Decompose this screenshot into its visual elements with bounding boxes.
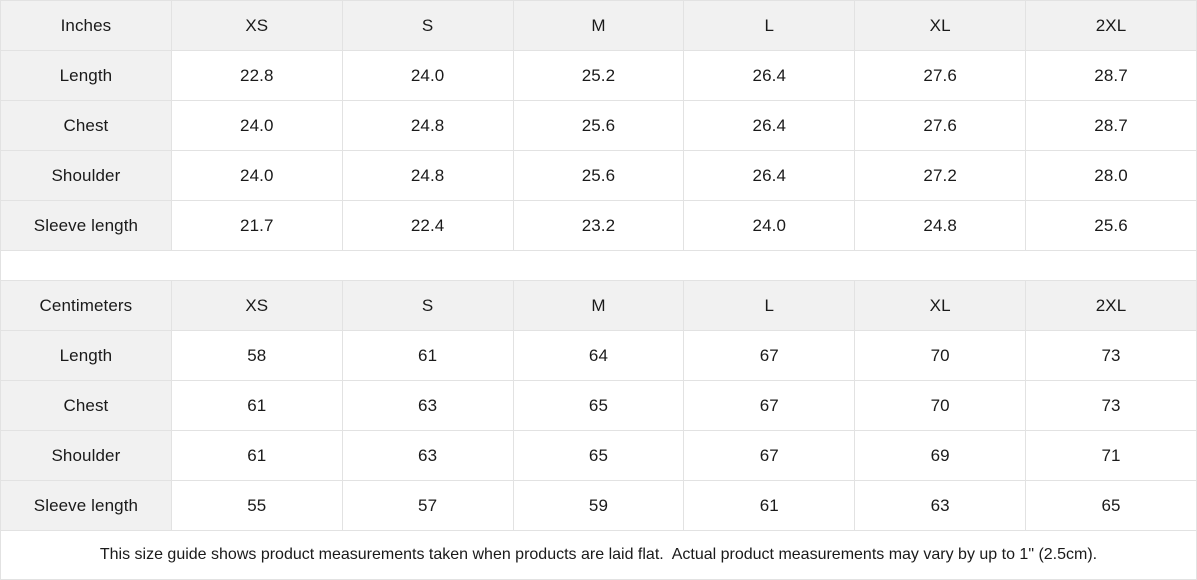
size-guide-note: This size guide shows product measuremen… <box>0 531 1197 580</box>
measurement-cell: 26.4 <box>683 150 856 201</box>
size-header-2xl: 2XL <box>1025 0 1197 51</box>
row-label: Chest <box>0 100 172 151</box>
measurement-cell: 63 <box>341 380 514 431</box>
measurement-cell: 64 <box>512 330 685 381</box>
row-label: Sleeve length <box>0 480 172 531</box>
measurement-cell: 63 <box>854 480 1027 531</box>
measurement-cell: 70 <box>854 380 1027 431</box>
row-label: Shoulder <box>0 150 172 201</box>
measurement-cell: 65 <box>512 380 685 431</box>
size-header-l: L <box>683 0 856 51</box>
measurement-cell: 22.4 <box>341 200 514 251</box>
measurement-cell: 57 <box>341 480 514 531</box>
table-spacer <box>0 251 1197 280</box>
measurement-cell: 63 <box>341 430 514 481</box>
measurement-cell: 61 <box>170 430 343 481</box>
measurement-cell: 27.6 <box>854 50 1027 101</box>
row-label: Sleeve length <box>0 200 172 251</box>
table-row-chest: Chest 24.0 24.8 25.6 26.4 27.6 28.7 <box>0 100 1197 151</box>
measurement-cell: 28.7 <box>1025 50 1197 101</box>
size-header-xl: XL <box>854 0 1027 51</box>
measurement-cell: 70 <box>854 330 1027 381</box>
measurement-cell: 24.8 <box>341 150 514 201</box>
inches-table: Inches XS S M L XL 2XL Length 22.8 24.0 … <box>0 0 1197 251</box>
measurement-cell: 23.2 <box>512 200 685 251</box>
table-row-length: Length 58 61 64 67 70 73 <box>0 330 1197 381</box>
measurement-cell: 24.8 <box>341 100 514 151</box>
measurement-cell: 73 <box>1025 330 1197 381</box>
table-row-length: Length 22.8 24.0 25.2 26.4 27.6 28.7 <box>0 50 1197 101</box>
measurement-cell: 69 <box>854 430 1027 481</box>
measurement-cell: 24.0 <box>170 100 343 151</box>
measurement-cell: 59 <box>512 480 685 531</box>
measurement-cell: 24.0 <box>683 200 856 251</box>
measurement-cell: 58 <box>170 330 343 381</box>
measurement-cell: 27.6 <box>854 100 1027 151</box>
table-row-sleeve-length: Sleeve length 21.7 22.4 23.2 24.0 24.8 2… <box>0 200 1197 251</box>
measurement-cell: 67 <box>683 430 856 481</box>
size-header-2xl: 2XL <box>1025 280 1197 331</box>
measurement-cell: 24.0 <box>170 150 343 201</box>
measurement-cell: 25.6 <box>512 100 685 151</box>
size-header-xs: XS <box>170 280 343 331</box>
measurement-cell: 28.7 <box>1025 100 1197 151</box>
measurement-cell: 25.6 <box>512 150 685 201</box>
header-row: Inches XS S M L XL 2XL <box>0 0 1197 51</box>
size-header-s: S <box>341 280 514 331</box>
size-header-l: L <box>683 280 856 331</box>
measurement-cell: 73 <box>1025 380 1197 431</box>
unit-header-inches: Inches <box>0 0 172 51</box>
table-row-shoulder: Shoulder 61 63 65 67 69 71 <box>0 430 1197 481</box>
measurement-cell: 65 <box>512 430 685 481</box>
measurement-cell: 26.4 <box>683 100 856 151</box>
measurement-cell: 71 <box>1025 430 1197 481</box>
row-label: Length <box>0 330 172 381</box>
table-row-chest: Chest 61 63 65 67 70 73 <box>0 380 1197 431</box>
measurement-cell: 61 <box>170 380 343 431</box>
size-header-xl: XL <box>854 280 1027 331</box>
row-label: Shoulder <box>0 430 172 481</box>
measurement-cell: 55 <box>170 480 343 531</box>
measurement-cell: 24.8 <box>854 200 1027 251</box>
measurement-cell: 25.6 <box>1025 200 1197 251</box>
table-row-shoulder: Shoulder 24.0 24.8 25.6 26.4 27.2 28.0 <box>0 150 1197 201</box>
measurement-cell: 25.2 <box>512 50 685 101</box>
measurement-cell: 65 <box>1025 480 1197 531</box>
measurement-cell: 22.8 <box>170 50 343 101</box>
measurement-cell: 61 <box>683 480 856 531</box>
centimeters-table: Centimeters XS S M L XL 2XL Length 58 61… <box>0 280 1197 531</box>
measurement-cell: 27.2 <box>854 150 1027 201</box>
header-row: Centimeters XS S M L XL 2XL <box>0 280 1197 331</box>
row-label: Chest <box>0 380 172 431</box>
measurement-cell: 24.0 <box>341 50 514 101</box>
unit-header-centimeters: Centimeters <box>0 280 172 331</box>
size-header-xs: XS <box>170 0 343 51</box>
measurement-cell: 21.7 <box>170 200 343 251</box>
measurement-cell: 67 <box>683 380 856 431</box>
size-header-m: M <box>512 0 685 51</box>
measurement-cell: 67 <box>683 330 856 381</box>
size-header-s: S <box>341 0 514 51</box>
table-row-sleeve-length: Sleeve length 55 57 59 61 63 65 <box>0 480 1197 531</box>
measurement-cell: 28.0 <box>1025 150 1197 201</box>
measurement-cell: 61 <box>341 330 514 381</box>
row-label: Length <box>0 50 172 101</box>
size-header-m: M <box>512 280 685 331</box>
measurement-cell: 26.4 <box>683 50 856 101</box>
